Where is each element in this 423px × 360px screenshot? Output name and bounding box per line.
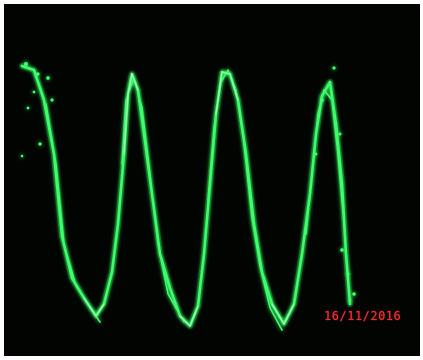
waveform-glow [19,63,353,329]
trace-noise [20,62,356,302]
waveform-trace [19,62,356,331]
waveform-core [83,71,295,327]
waveform-main [20,64,352,331]
date-stamp: 16/11/2016 [324,309,402,323]
oscilloscope-screen: 16/11/2016 [4,4,420,356]
